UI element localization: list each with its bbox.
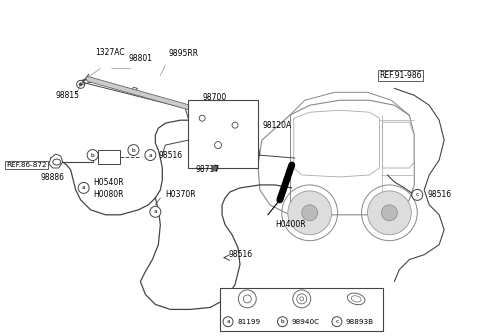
Text: b: b xyxy=(281,319,284,324)
Text: 98886: 98886 xyxy=(41,173,65,182)
Polygon shape xyxy=(85,76,192,110)
Text: H0370R: H0370R xyxy=(165,191,196,199)
Circle shape xyxy=(78,182,89,194)
Circle shape xyxy=(145,150,156,161)
Text: 98516: 98516 xyxy=(228,250,252,259)
Text: a: a xyxy=(154,209,157,214)
Circle shape xyxy=(223,317,233,327)
Text: c: c xyxy=(336,319,338,324)
Text: 98717: 98717 xyxy=(195,166,219,174)
Circle shape xyxy=(79,83,82,86)
Text: 9895RR: 9895RR xyxy=(168,49,198,58)
Text: 98940C: 98940C xyxy=(291,319,320,325)
Text: a: a xyxy=(226,319,230,324)
Text: c: c xyxy=(416,193,419,197)
Bar xyxy=(220,288,384,331)
Text: 81199: 81199 xyxy=(237,319,260,325)
Text: H0540R: H0540R xyxy=(94,178,124,187)
Circle shape xyxy=(288,191,332,235)
Bar xyxy=(188,100,258,168)
Circle shape xyxy=(277,317,288,327)
Text: a: a xyxy=(148,153,152,158)
Text: REF.91-986: REF.91-986 xyxy=(379,71,422,80)
Text: 98516: 98516 xyxy=(427,191,451,199)
Bar xyxy=(97,150,120,164)
Text: 98801: 98801 xyxy=(129,54,153,63)
Circle shape xyxy=(212,165,218,171)
Circle shape xyxy=(382,205,397,221)
Text: 98815: 98815 xyxy=(56,91,80,100)
Circle shape xyxy=(87,150,98,161)
Circle shape xyxy=(150,206,161,217)
Text: REF.86-872: REF.86-872 xyxy=(6,162,47,168)
Text: 98120A: 98120A xyxy=(263,121,292,130)
Circle shape xyxy=(412,190,423,200)
Text: 98516: 98516 xyxy=(158,151,182,160)
Text: 98893B: 98893B xyxy=(346,319,374,325)
Text: 98700: 98700 xyxy=(203,93,227,102)
Text: b: b xyxy=(132,148,135,153)
Text: H0400R: H0400R xyxy=(275,220,305,229)
Circle shape xyxy=(302,205,318,221)
Text: b: b xyxy=(91,153,95,158)
Text: H0080R: H0080R xyxy=(94,191,124,199)
Text: a: a xyxy=(82,185,85,191)
Circle shape xyxy=(368,191,411,235)
Text: 1327AC: 1327AC xyxy=(96,48,125,57)
Circle shape xyxy=(128,144,139,156)
Circle shape xyxy=(332,317,342,327)
